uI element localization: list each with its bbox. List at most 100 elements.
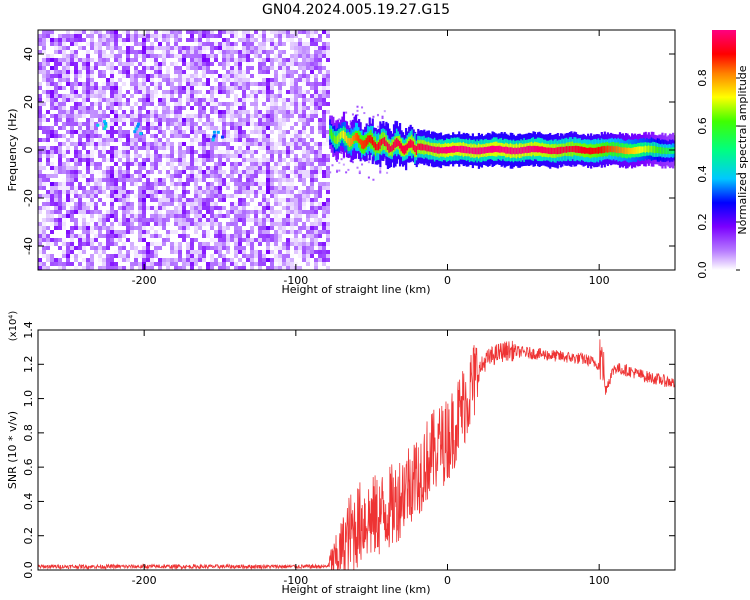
- noise-cell: [270, 150, 274, 154]
- noise-cell: [122, 102, 126, 106]
- noise-cell: [94, 122, 98, 126]
- x-tick-label: 0: [444, 574, 451, 587]
- noise-cell: [110, 98, 114, 102]
- noise-cell: [274, 54, 278, 58]
- noise-cell: [262, 194, 266, 198]
- noise-cell: [82, 230, 86, 234]
- noise-cell: [250, 158, 254, 162]
- noise-cell: [42, 262, 46, 266]
- noise-cell: [54, 82, 58, 86]
- noise-cell: [322, 114, 326, 118]
- noise-cell: [114, 54, 118, 58]
- noise-cell: [238, 210, 242, 214]
- noise-cell: [302, 178, 306, 182]
- noise-cell: [110, 106, 114, 110]
- noise-cell: [206, 34, 210, 38]
- noise-cell: [58, 182, 62, 186]
- noise-cell: [222, 186, 226, 190]
- noise-cell: [190, 86, 194, 90]
- noise-cell: [238, 114, 242, 118]
- noise-cell: [218, 230, 222, 234]
- noise-cell: [78, 42, 82, 46]
- noise-cell: [122, 186, 126, 190]
- noise-cell: [54, 86, 58, 90]
- noise-cell: [218, 242, 222, 246]
- noise-cell: [42, 238, 46, 242]
- noise-cell: [294, 98, 298, 102]
- noise-cell: [78, 246, 82, 250]
- noise-cell: [126, 98, 130, 102]
- noise-cell: [138, 254, 142, 258]
- noise-cell: [154, 106, 158, 110]
- noise-cell: [110, 94, 114, 98]
- noise-cell: [90, 158, 94, 162]
- noise-cell: [162, 118, 166, 122]
- noise-cell: [90, 238, 94, 242]
- noise-cell: [114, 38, 118, 42]
- noise-cell: [190, 174, 194, 178]
- noise-cell: [58, 162, 62, 166]
- noise-cell: [162, 238, 166, 242]
- noise-cell: [142, 186, 146, 190]
- noise-cell: [86, 130, 90, 134]
- noise-cell: [50, 202, 54, 206]
- noise-cell: [278, 98, 282, 102]
- noise-cell: [178, 158, 182, 162]
- noise-cell: [146, 78, 150, 82]
- noise-cell: [178, 266, 182, 270]
- noise-cell: [74, 38, 78, 42]
- noise-cell: [254, 54, 258, 58]
- noise-cell: [310, 250, 314, 254]
- ridge-cell: [414, 144, 417, 153]
- noise-cell: [82, 70, 86, 74]
- noise-cell: [74, 94, 78, 98]
- noise-cell: [218, 110, 222, 114]
- noise-cell: [234, 202, 238, 206]
- noise-cell: [322, 246, 326, 250]
- noise-cell: [258, 134, 262, 138]
- noise-cell: [150, 114, 154, 118]
- noise-cell: [90, 130, 94, 134]
- ridge-cell: [456, 146, 459, 153]
- noise-cell: [302, 42, 306, 46]
- ridge-halo: [345, 171, 348, 174]
- noise-cell: [238, 134, 242, 138]
- noise-cell: [266, 202, 270, 206]
- noise-cell: [242, 34, 246, 38]
- noise-cell: [278, 158, 282, 162]
- noise-cell: [290, 118, 294, 122]
- noise-cell: [218, 198, 222, 202]
- noise-cell: [238, 50, 242, 54]
- noise-cell: [150, 262, 154, 266]
- ridge-cell: [643, 146, 646, 153]
- ridge-halo: [379, 167, 382, 170]
- ridge-cell: [497, 145, 500, 153]
- noise-cell: [94, 94, 98, 98]
- noise-cell: [302, 50, 306, 54]
- noise-cell: [306, 122, 310, 126]
- noise-cell: [266, 182, 270, 186]
- ridge-cell: [471, 147, 474, 154]
- noise-cell: [310, 110, 314, 114]
- noise-cell: [66, 150, 70, 154]
- noise-cell: [278, 226, 282, 230]
- noise-cell: [254, 246, 258, 250]
- noise-cell: [194, 42, 198, 46]
- noise-cell: [314, 78, 318, 82]
- noise-cell: [174, 62, 178, 66]
- noise-cell: [110, 118, 114, 122]
- ridge-cell: [638, 146, 641, 154]
- x-tick-label: 100: [589, 574, 610, 587]
- noise-cell: [182, 166, 186, 170]
- ridge-cell: [502, 146, 505, 153]
- noise-cell: [310, 74, 314, 78]
- noise-cell: [186, 198, 190, 202]
- noise-cell: [286, 238, 290, 242]
- noise-cell: [82, 154, 86, 158]
- noise-cell: [46, 190, 50, 194]
- noise-cell: [50, 58, 54, 62]
- noise-cell: [38, 170, 42, 174]
- noise-cell: [254, 194, 258, 198]
- noise-cell: [42, 218, 46, 222]
- noise-cell: [282, 138, 286, 142]
